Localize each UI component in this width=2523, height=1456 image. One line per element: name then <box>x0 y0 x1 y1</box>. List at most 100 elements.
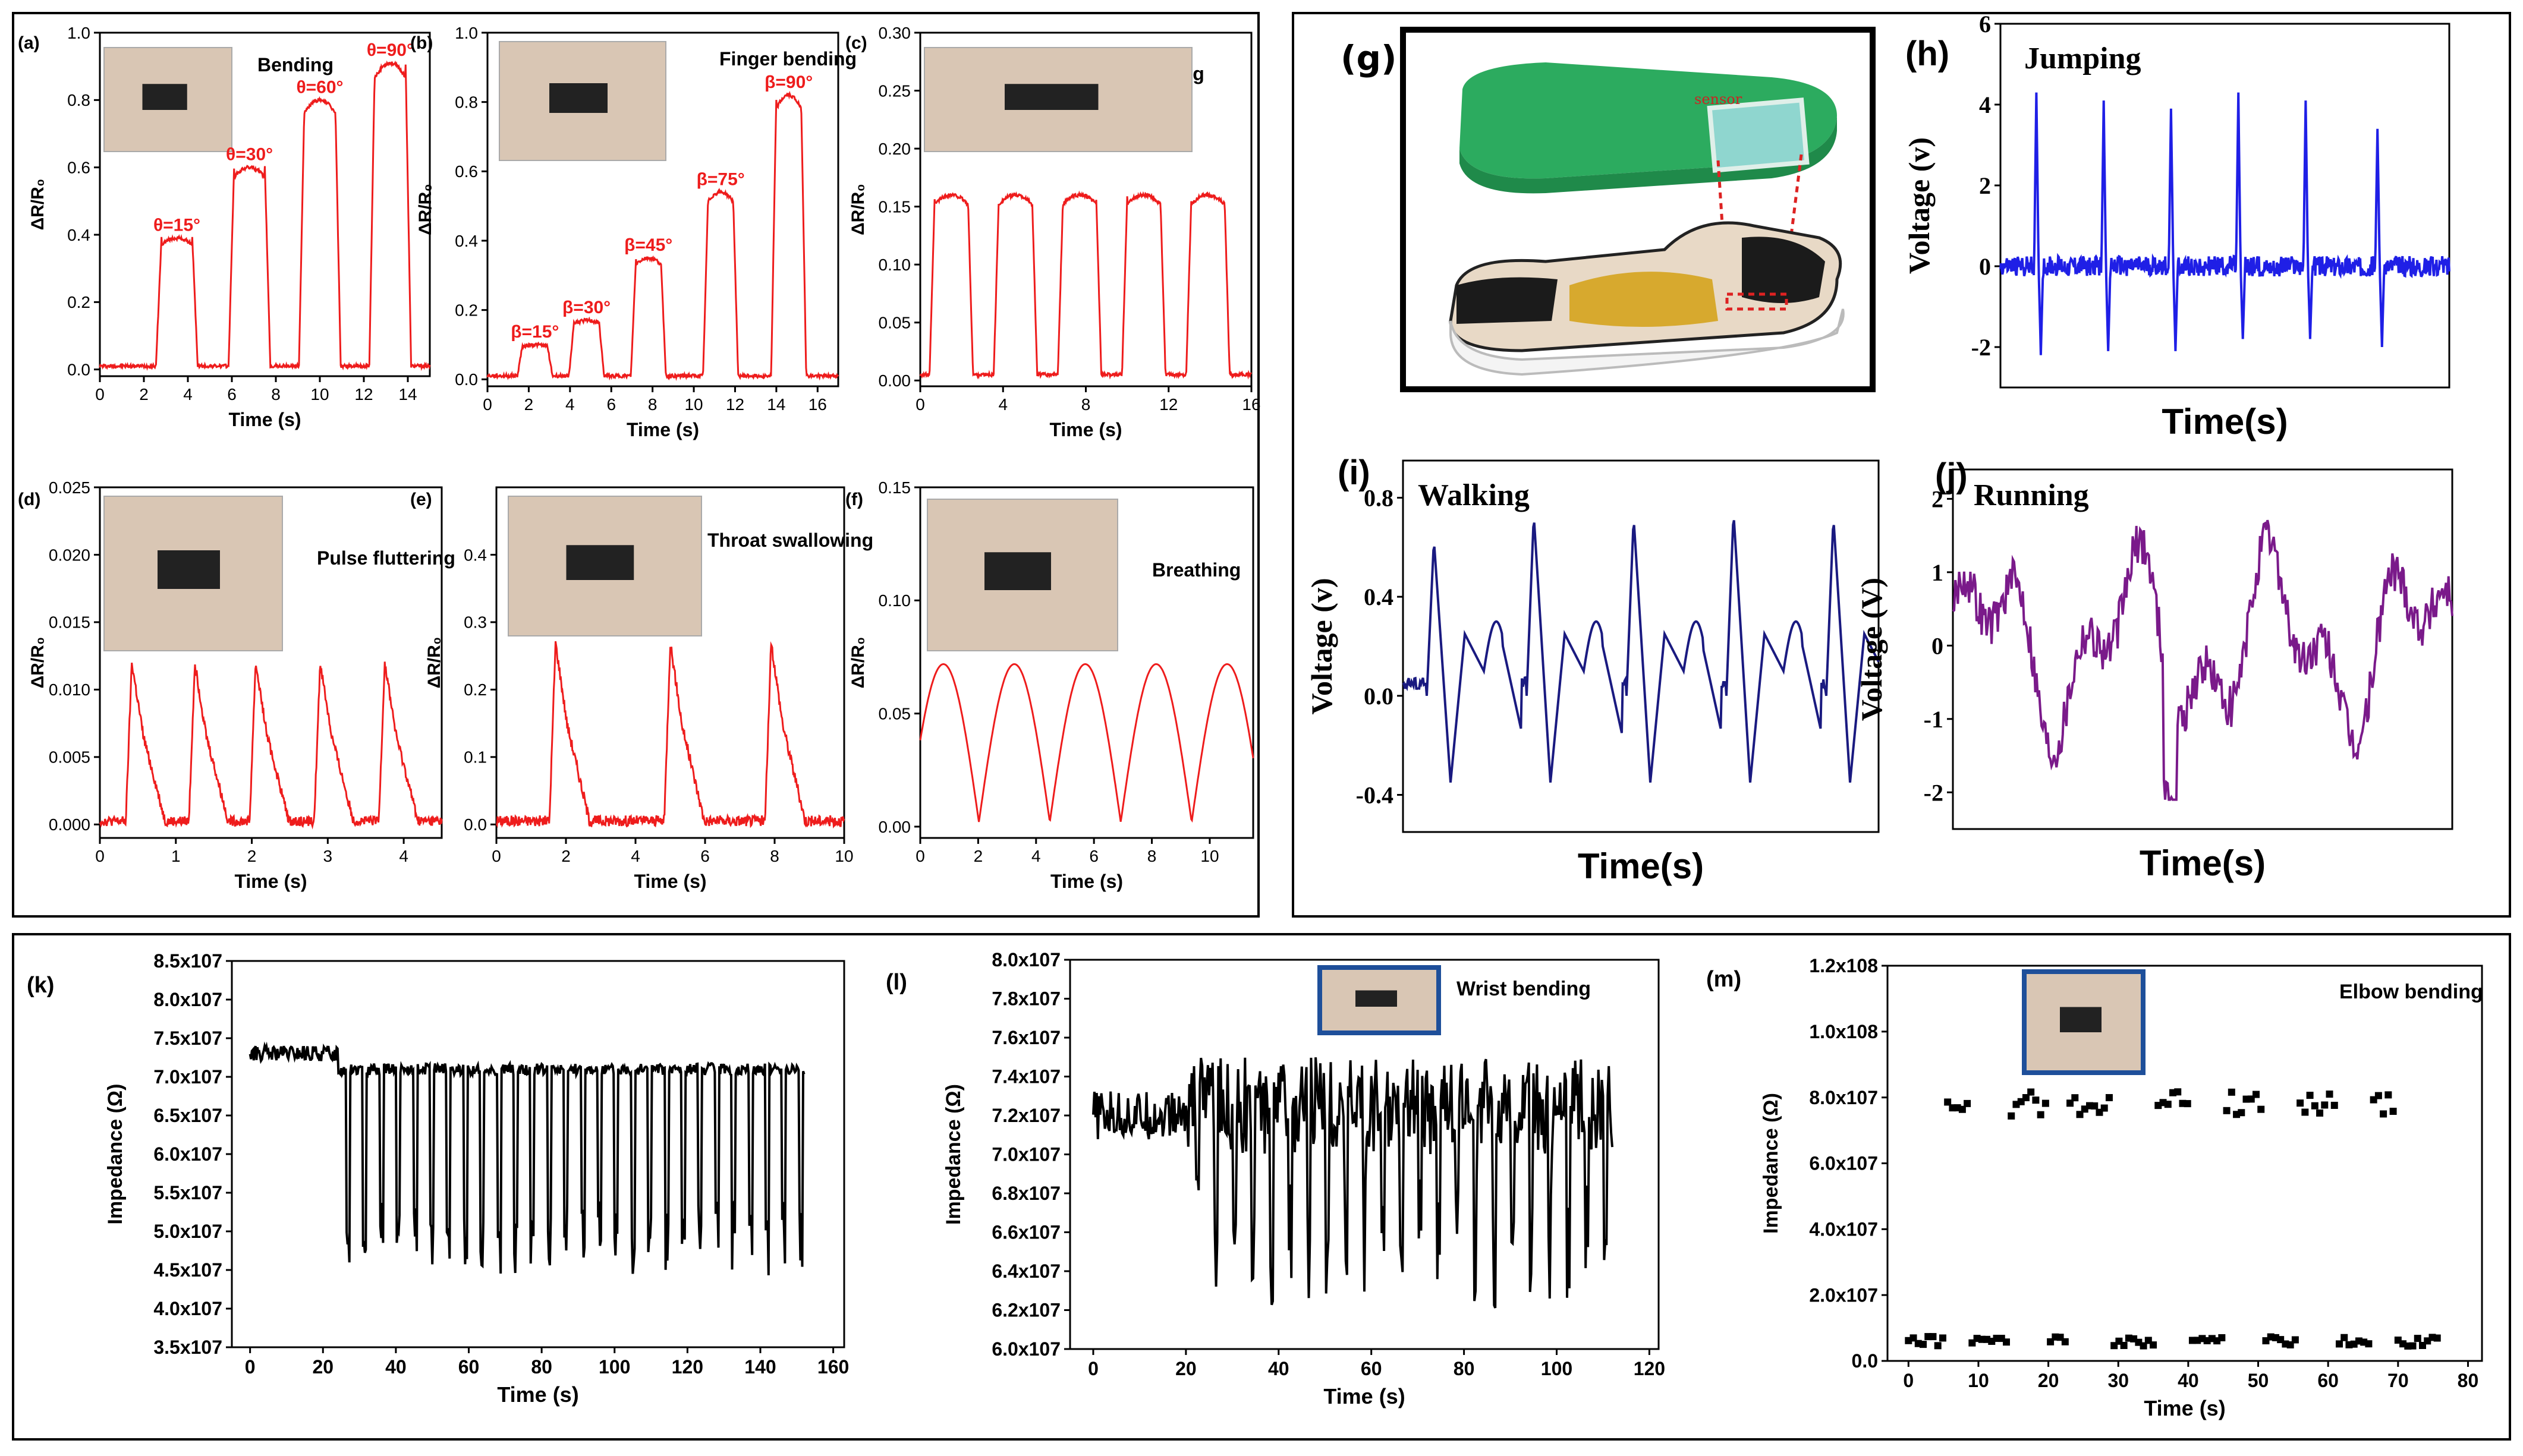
insole-edge <box>1459 116 1837 194</box>
data-point-m <box>2297 1099 2304 1107</box>
y-tick-label-c: 0.10 <box>879 256 911 274</box>
y-tick-label-c: 0.25 <box>879 81 911 100</box>
shoe-sole <box>1449 308 1845 376</box>
annotation-b: Finger bending <box>719 48 857 70</box>
y-tick-label-m: 1.0x108 <box>1809 1021 1878 1042</box>
x-tick-label-m: 30 <box>2107 1370 2129 1391</box>
x-tick-label-l: 0 <box>1088 1358 1099 1379</box>
data-point-m <box>2223 1107 2231 1114</box>
x-tick-label-k: 120 <box>672 1356 703 1378</box>
y-tick-label-i: -0.4 <box>1356 782 1393 809</box>
data-point-m <box>2384 1091 2392 1099</box>
y-tick-label-d: 0.015 <box>49 613 90 632</box>
peak-label-b: β=15° <box>511 322 559 342</box>
data-point-m <box>2091 1102 2099 1110</box>
panel-a: (a) 0.0 0.2 0.4 0.6 0.8 1.0 0 2 4 6 8 10 12 14 Time (s)… <box>18 24 431 430</box>
data-point-m <box>2253 1091 2260 1098</box>
sensor-band-l <box>1355 990 1397 1007</box>
y-axis-label-a: ΔR/R₀ <box>28 179 48 231</box>
y-axis-label-d: ΔR/R₀ <box>28 637 48 689</box>
y-axis-label-m: Impedance (Ω) <box>1760 1093 1782 1234</box>
x-tick-label-m: 80 <box>2458 1370 2479 1391</box>
series-line-a <box>99 60 431 371</box>
y-tick-label-m: 2.0x107 <box>1809 1284 1878 1306</box>
x-tick-label-m: 40 <box>2178 1370 2199 1391</box>
panel-m: (m) 0.0 2.0x107 4.0x107 6.0x107 8.0x107 1.0x10… <box>1706 955 2483 1420</box>
x-tick-label-l: 60 <box>1361 1358 1382 1379</box>
data-point-m <box>2140 1342 2147 1350</box>
annotation-e: Throat swallowing <box>707 530 873 551</box>
sensor-band-f <box>984 552 1051 590</box>
pulse-photo-d <box>103 496 283 651</box>
shoe-heel <box>1742 237 1825 303</box>
x-tick-label-b: 2 <box>524 395 534 414</box>
series-line-b <box>486 90 839 382</box>
panel-e: (e) 0.0 0.1 0.2 0.3 0.4 0 2 4 6 8 10 Time (s) ΔR/R₀ Th… <box>410 486 873 892</box>
x-tick-label-b: 16 <box>809 395 827 414</box>
sensor-label: sensor <box>1694 91 1742 108</box>
y-tick-label-i: 0.4 <box>1364 584 1393 610</box>
data-point-m <box>2238 1109 2245 1117</box>
sensor-band-m <box>2060 1007 2102 1032</box>
sensor-patch <box>1707 97 1810 173</box>
y-tick-label-b: 0.6 <box>455 162 478 181</box>
y-tick-label-e: 0.2 <box>464 680 487 699</box>
data-point-m <box>2061 1338 2069 1345</box>
plot-area-e <box>495 486 845 839</box>
sensor-band-c <box>1005 84 1099 110</box>
data-point-m <box>2066 1099 2074 1107</box>
y-axis-label-j: Voltage (V) <box>1855 578 1888 721</box>
panel-label-k: (k) <box>27 973 54 998</box>
y-axis-label-l: Impedance (Ω) <box>942 1084 965 1225</box>
frame-bottom <box>12 933 2511 1441</box>
x-tick-label-m: 70 <box>2387 1370 2409 1391</box>
y-tick-label-b: 0.2 <box>455 301 478 319</box>
y-tick-label-a: 0.4 <box>67 226 90 244</box>
sensor-band-e <box>566 545 634 580</box>
data-point-m <box>2326 1091 2333 1098</box>
x-tick-label-f: 8 <box>1147 847 1157 865</box>
data-point-m <box>1944 1098 1952 1106</box>
panel-label-e: (e) <box>410 490 432 509</box>
data-point-m <box>2330 1101 2338 1109</box>
x-tick-label-f: 10 <box>1200 847 1219 865</box>
y-tick-label-l: 6.6x107 <box>992 1222 1061 1243</box>
y-tick-label-i: 0.8 <box>1364 485 1393 512</box>
x-tick-label-l: 40 <box>1268 1358 1289 1379</box>
panel-label-l: (l) <box>886 970 907 995</box>
x-tick-label-a: 10 <box>310 385 329 404</box>
data-point-m <box>2100 1104 2108 1112</box>
panel-label-h: (h) <box>1905 34 1949 73</box>
peak-label-a: θ=15° <box>153 216 200 235</box>
frame-right-top <box>1292 12 2511 918</box>
x-tick-label-d: 3 <box>323 847 333 865</box>
y-axis-label-f: ΔR/R₀ <box>848 637 868 689</box>
y-tick-label-d: 0.025 <box>49 478 90 497</box>
x-tick-label-m: 20 <box>2038 1370 2059 1391</box>
y-tick-label-l: 7.2x107 <box>992 1105 1061 1126</box>
panel-j: (j) -2 -1 0 1 2 Time(s) Voltage (V) Running <box>1855 456 2453 883</box>
data-point-m <box>1964 1099 1971 1107</box>
x-tick-label-c: 8 <box>1081 395 1091 414</box>
panel-f: (f) 0.00 0.05 0.10 0.15 0 2 4 6 8 10 Time (s) ΔR/R₀ B… <box>845 478 1254 892</box>
x-tick-label-c: 4 <box>998 395 1008 414</box>
y-tick-label-k: 4.5x107 <box>153 1259 222 1281</box>
x-tick-label-f: 6 <box>1089 847 1099 865</box>
data-point-m <box>2164 1101 2172 1108</box>
y-axis-label-b: ΔR/R₀ <box>416 184 435 235</box>
y-tick-label-e: 0.0 <box>464 815 487 834</box>
panel-g-label: (g) <box>1341 38 1397 78</box>
x-tick-label-b: 8 <box>648 395 658 414</box>
x-tick-label-a: 6 <box>227 385 237 404</box>
y-tick-label-d: 0.010 <box>49 680 90 699</box>
x-tick-label-a: 12 <box>354 385 373 404</box>
panel-label-i: (i) <box>1338 453 1370 492</box>
x-tick-label-m: 10 <box>1968 1370 1989 1391</box>
panel-b: (b) 0.0 0.2 0.4 0.6 0.8 1.0 0 2 4 6 8 10 12 14 16 Time (… <box>410 24 857 440</box>
y-tick-label-j: 0 <box>1931 632 1943 659</box>
series-line-j <box>1952 519 2453 801</box>
panel-l: (l) 6.0x107 6.2x107 6.4x107 6.6x107 6.8x107 7.… <box>886 949 1665 1408</box>
x-tick-label-a: 8 <box>271 385 281 404</box>
plot-area-d <box>99 486 443 839</box>
